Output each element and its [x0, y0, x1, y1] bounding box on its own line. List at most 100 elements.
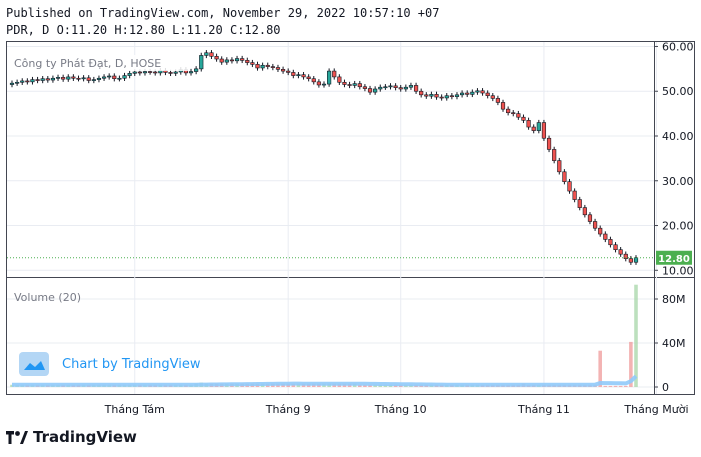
candle-body — [234, 58, 240, 62]
candle — [316, 79, 321, 88]
candle — [107, 73, 112, 80]
candle — [623, 251, 628, 262]
candle-body — [71, 76, 76, 79]
candle-body — [592, 221, 598, 229]
candle-body — [613, 244, 618, 250]
candle-body — [623, 253, 628, 259]
time-tick-label: Tháng 10 — [374, 403, 427, 416]
candle-body — [516, 113, 521, 118]
candle-body — [567, 181, 572, 192]
candle-body — [327, 70, 332, 85]
volume-bar — [358, 384, 362, 387]
time-tick-label: Tháng 11 — [517, 403, 570, 416]
candle-body — [9, 82, 15, 85]
candle — [219, 56, 224, 65]
candle-body — [30, 79, 35, 83]
candle-body — [250, 62, 255, 65]
candle — [521, 114, 526, 124]
candle-body — [91, 79, 96, 81]
candle — [613, 242, 618, 253]
candle — [490, 93, 495, 102]
candle — [577, 196, 582, 211]
candle — [444, 93, 449, 101]
volume-bar — [368, 384, 372, 387]
candles — [9, 50, 639, 265]
footer-brand[interactable]: TradingView — [6, 428, 137, 446]
candle — [572, 188, 577, 203]
candle — [419, 88, 424, 98]
candle — [20, 78, 25, 85]
candle-body — [168, 72, 173, 74]
candle-body — [301, 74, 306, 78]
candle — [311, 76, 316, 85]
volume-tick-label: 0 — [662, 381, 669, 394]
candle — [546, 135, 552, 153]
candle-body — [255, 64, 260, 69]
candle — [240, 55, 245, 64]
candle-body — [15, 81, 20, 84]
candle — [480, 88, 485, 96]
price-tick-label: 40.00 — [662, 130, 694, 143]
candle-body — [562, 171, 567, 182]
candle-body — [35, 79, 40, 81]
candle — [424, 92, 429, 99]
candle-body — [194, 68, 199, 72]
candle-body — [628, 258, 633, 263]
candle-body — [536, 122, 541, 131]
candle — [45, 76, 50, 83]
candle — [270, 63, 275, 71]
candle-body — [342, 81, 347, 85]
published-line: Published on TradingView.com, November 2… — [6, 6, 440, 20]
chart-area[interactable]: 10.00 20.00 30.00 40.00 50.00 60.00 0 40M 80M T… — [0, 0, 701, 425]
candle — [398, 84, 403, 92]
candle — [337, 74, 342, 85]
candle-body — [485, 92, 490, 97]
candle-body — [449, 95, 454, 98]
candle-body — [107, 75, 112, 78]
candle-body — [275, 67, 281, 70]
candle — [378, 84, 383, 92]
candle — [127, 70, 132, 79]
tradingview-watermark[interactable]: Chart by TradingView — [19, 352, 201, 376]
price-axis: 10.00 20.00 30.00 40.00 50.00 60.00 — [654, 40, 694, 277]
candle-body — [20, 80, 25, 83]
candle — [429, 91, 434, 99]
candle-body — [388, 85, 393, 88]
candle — [50, 75, 56, 83]
volume-bar — [629, 341, 633, 387]
volume-bar — [608, 385, 613, 387]
candle — [495, 95, 500, 106]
candle-body — [552, 149, 557, 161]
candle-body — [101, 76, 107, 79]
candle — [541, 119, 547, 141]
time-tick-label: Tháng Mười — [623, 403, 688, 416]
candle-body — [383, 86, 388, 89]
candle-body — [81, 77, 86, 80]
candle — [229, 57, 235, 64]
candle — [61, 74, 66, 82]
candle-body — [112, 75, 117, 80]
candle — [234, 55, 240, 64]
candle — [301, 71, 306, 80]
candle — [306, 74, 311, 82]
candle — [194, 66, 199, 75]
candle-body — [434, 94, 439, 98]
candle — [112, 73, 117, 82]
candle-body — [454, 94, 460, 97]
candle-body — [270, 66, 275, 68]
candle — [460, 90, 465, 98]
volume-tick-label: 40M — [662, 337, 686, 350]
candle-body — [199, 55, 204, 70]
candle — [393, 83, 398, 91]
candle — [408, 82, 414, 90]
candle — [35, 76, 40, 84]
candle — [516, 110, 521, 120]
candle — [255, 61, 260, 71]
candle-body — [311, 78, 316, 83]
candle — [55, 74, 61, 81]
candle — [76, 75, 81, 82]
candle-body — [25, 80, 30, 83]
candle-body — [403, 86, 408, 90]
candle-body — [357, 83, 362, 88]
candle — [352, 80, 357, 89]
